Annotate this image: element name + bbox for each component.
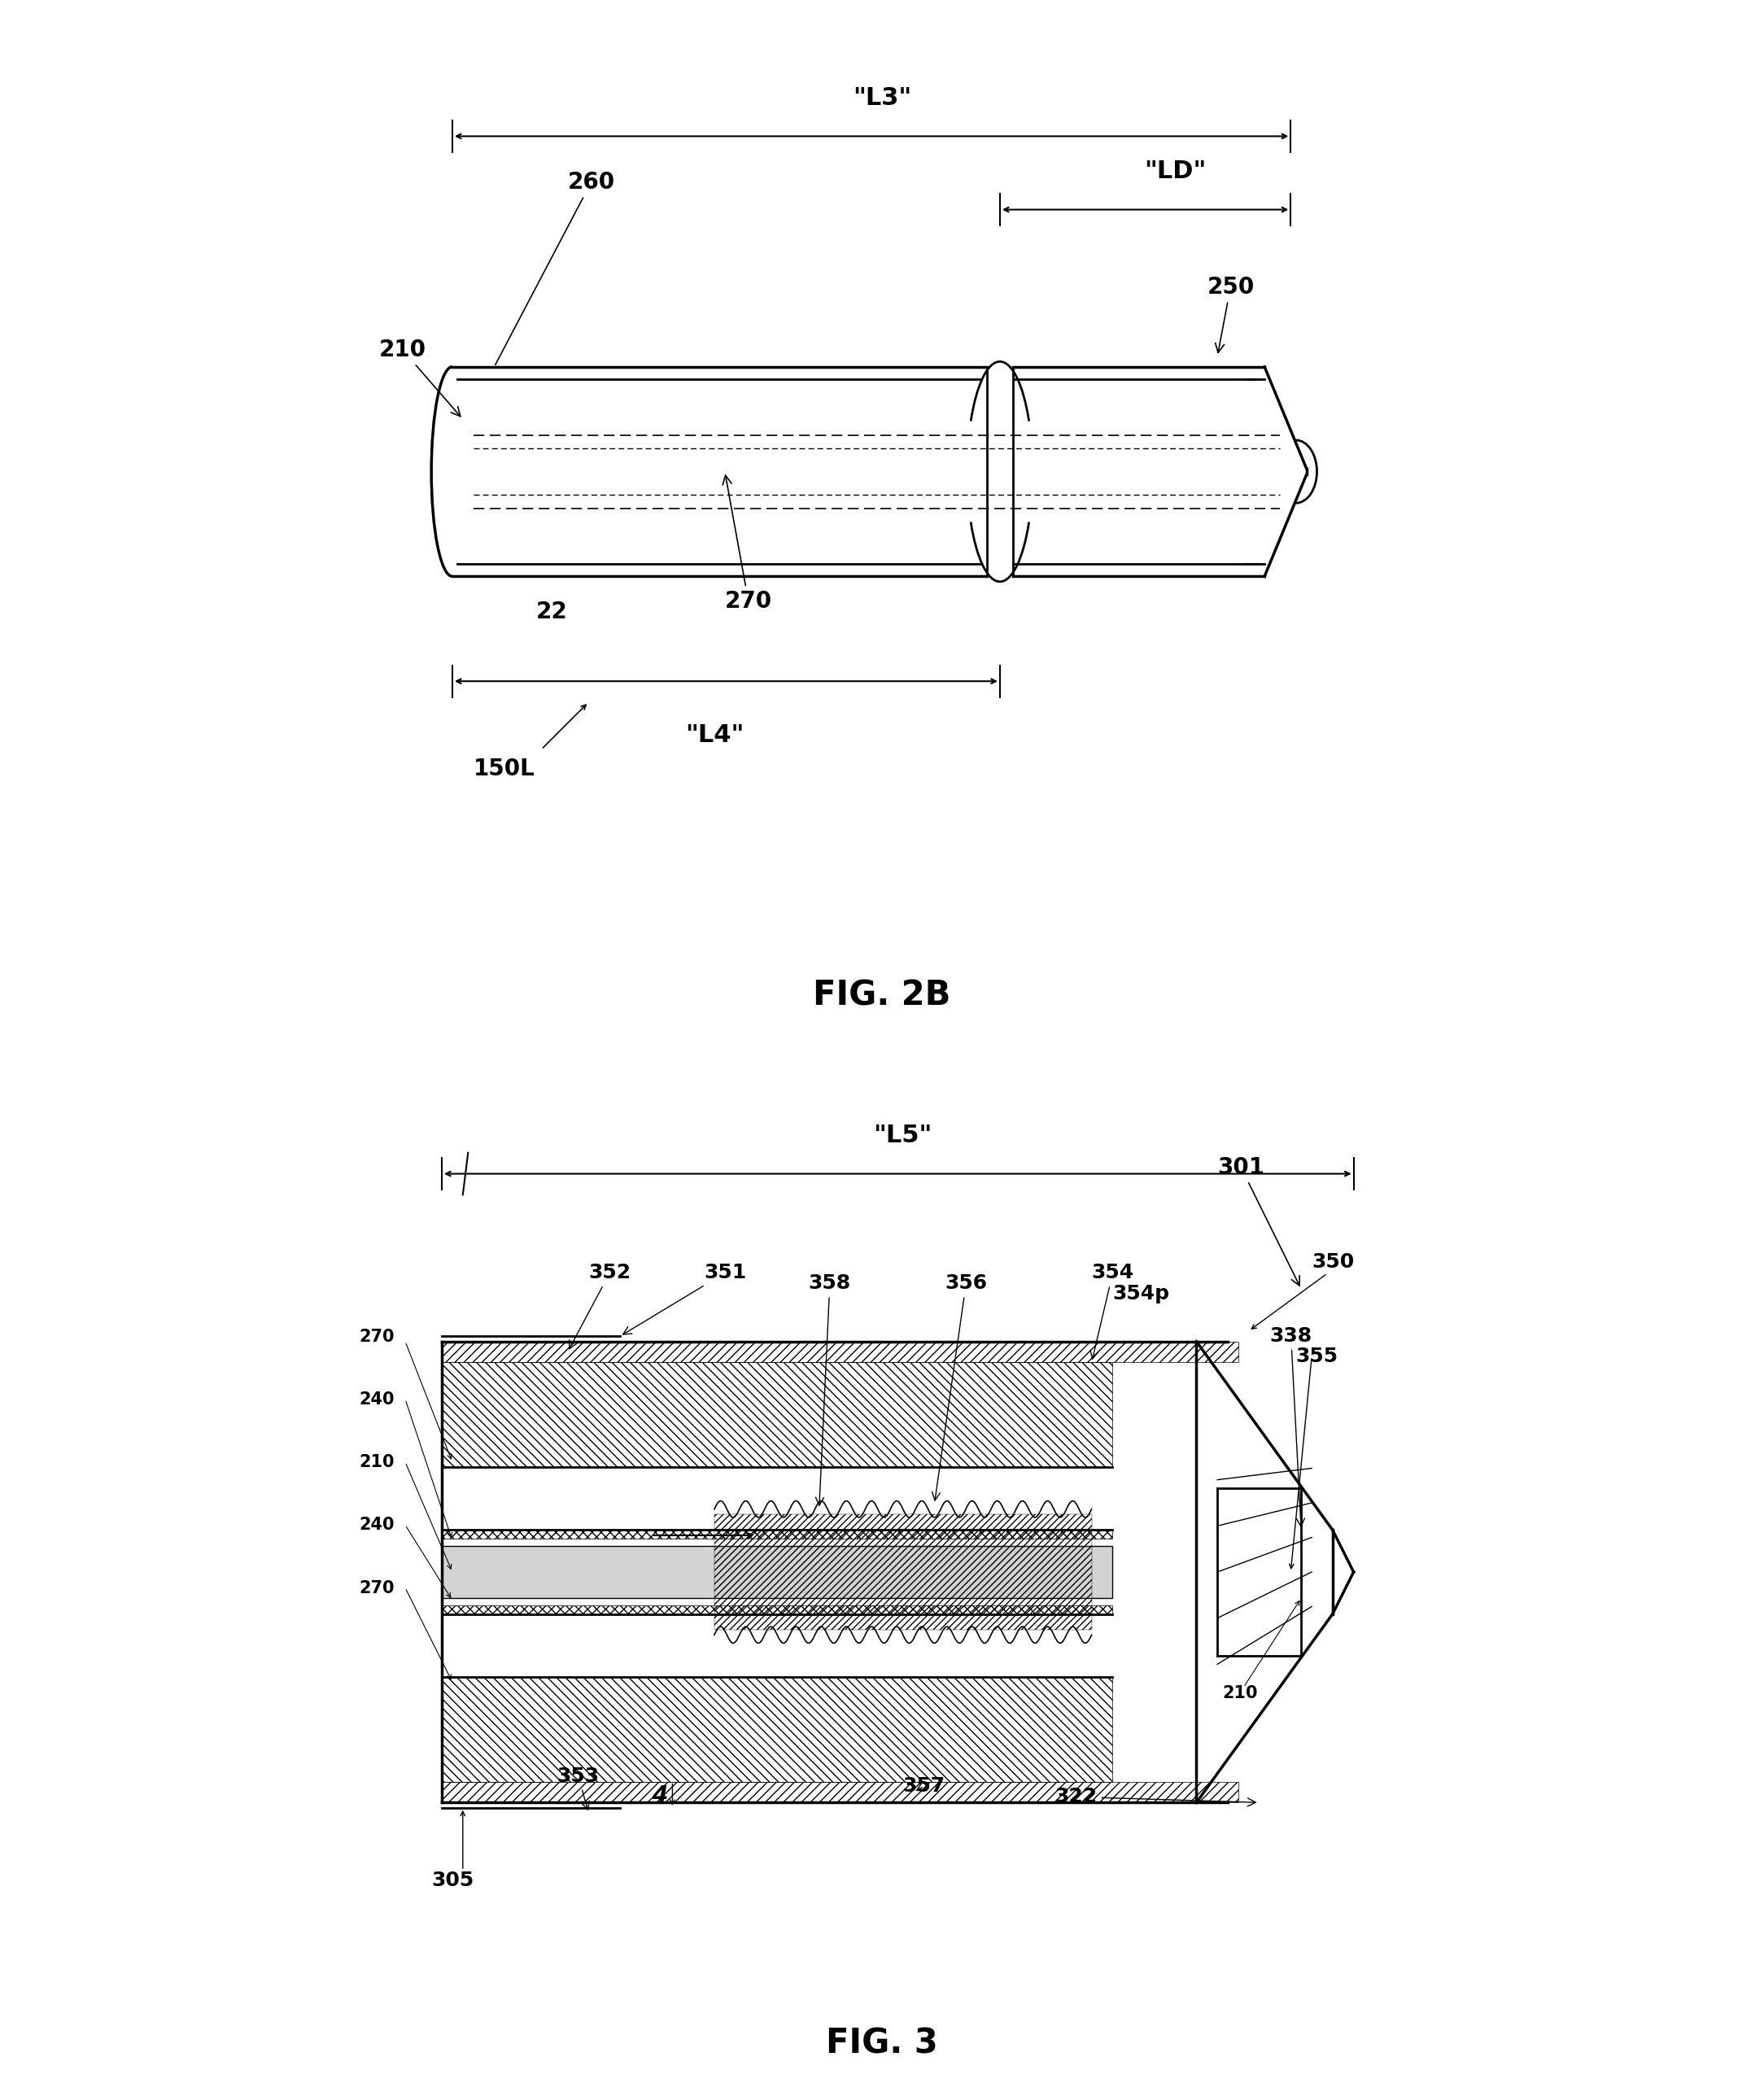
Text: 322: 322	[1055, 1788, 1256, 1807]
Text: 351: 351	[623, 1264, 746, 1335]
Text: 210: 210	[360, 1455, 395, 1471]
Text: FIG. 2B: FIG. 2B	[813, 979, 951, 1012]
Text: 305: 305	[432, 1872, 475, 1891]
Text: 240: 240	[360, 1518, 395, 1534]
Polygon shape	[441, 1547, 1113, 1599]
Polygon shape	[1217, 1488, 1302, 1656]
Text: "L4": "L4"	[684, 723, 744, 746]
Text: 250: 250	[1207, 275, 1254, 352]
Text: "LD": "LD"	[1145, 159, 1207, 182]
Text: FIG. 3: FIG. 3	[826, 2027, 938, 2060]
Text: "L3": "L3"	[852, 86, 912, 109]
Text: 270: 270	[723, 476, 773, 612]
Text: 352: 352	[570, 1264, 632, 1350]
Text: 353: 353	[557, 1767, 600, 1809]
Text: 357: 357	[903, 1777, 946, 1796]
Text: 270: 270	[360, 1329, 395, 1346]
Text: 4: 4	[651, 1784, 667, 1807]
Text: 240: 240	[360, 1392, 395, 1409]
Text: 210: 210	[379, 337, 460, 417]
Text: 350: 350	[1312, 1253, 1355, 1272]
Text: "L5": "L5"	[873, 1123, 933, 1149]
Text: 150L: 150L	[473, 757, 534, 780]
Text: 355: 355	[1297, 1348, 1339, 1367]
Text: 301: 301	[1217, 1155, 1300, 1285]
Text: 260: 260	[496, 170, 616, 365]
Text: 358: 358	[808, 1274, 850, 1505]
Text: 270: 270	[360, 1580, 395, 1597]
Text: 354p: 354p	[1113, 1285, 1170, 1304]
Text: 210: 210	[1222, 1685, 1258, 1702]
Text: 354: 354	[1090, 1264, 1134, 1358]
Text: 22: 22	[536, 599, 568, 623]
Text: 338: 338	[1270, 1327, 1312, 1526]
Text: 356: 356	[931, 1274, 988, 1501]
